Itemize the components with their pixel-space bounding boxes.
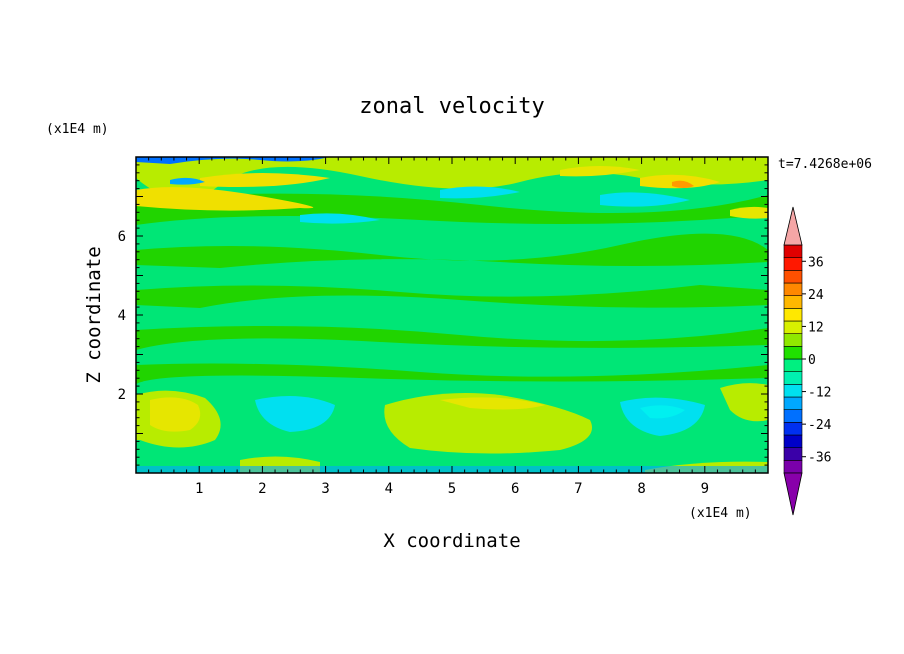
x-axis: 1 2 3 4 5 6 7 8 9: [135, 157, 769, 497]
contour-band: [640, 405, 685, 419]
colorbar-tick-label: -24: [808, 418, 832, 433]
contour-band: [136, 193, 768, 225]
colorbar-tick-label: -36: [808, 451, 831, 466]
colorbar-under-triangle: [783, 472, 803, 516]
x-tick-label: 6: [511, 481, 519, 497]
y-tick-label: 2: [118, 387, 126, 403]
contour-band: [136, 285, 768, 308]
colorbar-bin: [783, 257, 803, 271]
colorbar-bin: [783, 422, 803, 436]
colorbar-tick-label: -12: [808, 386, 831, 401]
contour-band: [672, 180, 694, 188]
contour-band: [200, 173, 330, 187]
colorbar-bin: [783, 447, 803, 461]
colorbar-bin: [783, 396, 803, 410]
x-tick-label: 5: [448, 481, 456, 497]
colorbar-bin: [783, 460, 803, 474]
heatmap-field: [136, 157, 768, 473]
contour-band: [560, 166, 640, 177]
colorbar-tick-label: 24: [808, 288, 824, 303]
colorbar-bin: [783, 333, 803, 347]
x-tick-label: 7: [574, 481, 582, 497]
colorbar-bin: [783, 320, 803, 334]
colorbar-bin: [783, 282, 803, 296]
x-tick-label: 1: [195, 481, 203, 497]
time-label: t=7.4268e+06: [778, 157, 872, 172]
x-axis-label: X coordinate: [383, 530, 520, 552]
y-axis-label: Z coordinate: [83, 246, 105, 383]
colorbar-bin: [783, 244, 803, 258]
contour-band: [136, 233, 768, 268]
colorbar-bin: [783, 409, 803, 423]
colorbar-bin: [783, 358, 803, 372]
colorbar-bin: [783, 346, 803, 360]
contour-band: [440, 186, 520, 199]
contour-band: [730, 206, 768, 219]
y-tick-label: 6: [118, 229, 126, 245]
colorbar-tick-label: 0: [808, 353, 816, 368]
colorbar-bin: [783, 434, 803, 448]
x-tick-label: 4: [385, 481, 393, 497]
colorbar-bin: [783, 270, 803, 284]
colorbar-tick-label: 36: [808, 255, 824, 270]
contour-band: [384, 392, 592, 454]
contour-band: [300, 213, 380, 224]
contour-band: [170, 177, 205, 185]
x-tick-label: 2: [258, 481, 266, 497]
contour-band: [136, 187, 314, 211]
contour-band: [136, 157, 330, 164]
y-tick-label: 4: [118, 308, 126, 324]
y-unit-label: (x1E4 m): [46, 122, 109, 137]
contour-band: [255, 396, 335, 432]
colorbar-bin: [783, 384, 803, 398]
contour-band: [150, 397, 201, 432]
contour-band: [440, 397, 545, 410]
colorbar-over-triangle: [783, 206, 803, 246]
contour-band: [136, 326, 768, 350]
y-axis: 2 4 6: [118, 156, 768, 474]
colorbar: 36 24 12 0 -12 -24 -36: [783, 206, 832, 516]
chart-title: zonal velocity: [359, 94, 544, 119]
x-tick-label: 8: [637, 481, 645, 497]
colorbar-tick-label: 12: [808, 320, 824, 335]
contour-band: [600, 192, 690, 207]
contour-band: [136, 363, 768, 384]
colorbar-bin: [783, 308, 803, 322]
contour-band: [720, 383, 768, 422]
x-tick-label: 9: [701, 481, 709, 497]
x-unit-label: (x1E4 m): [689, 506, 752, 521]
colorbar-bin: [783, 371, 803, 385]
colorbar-bin: [783, 295, 803, 309]
x-tick-label: 3: [321, 481, 329, 497]
